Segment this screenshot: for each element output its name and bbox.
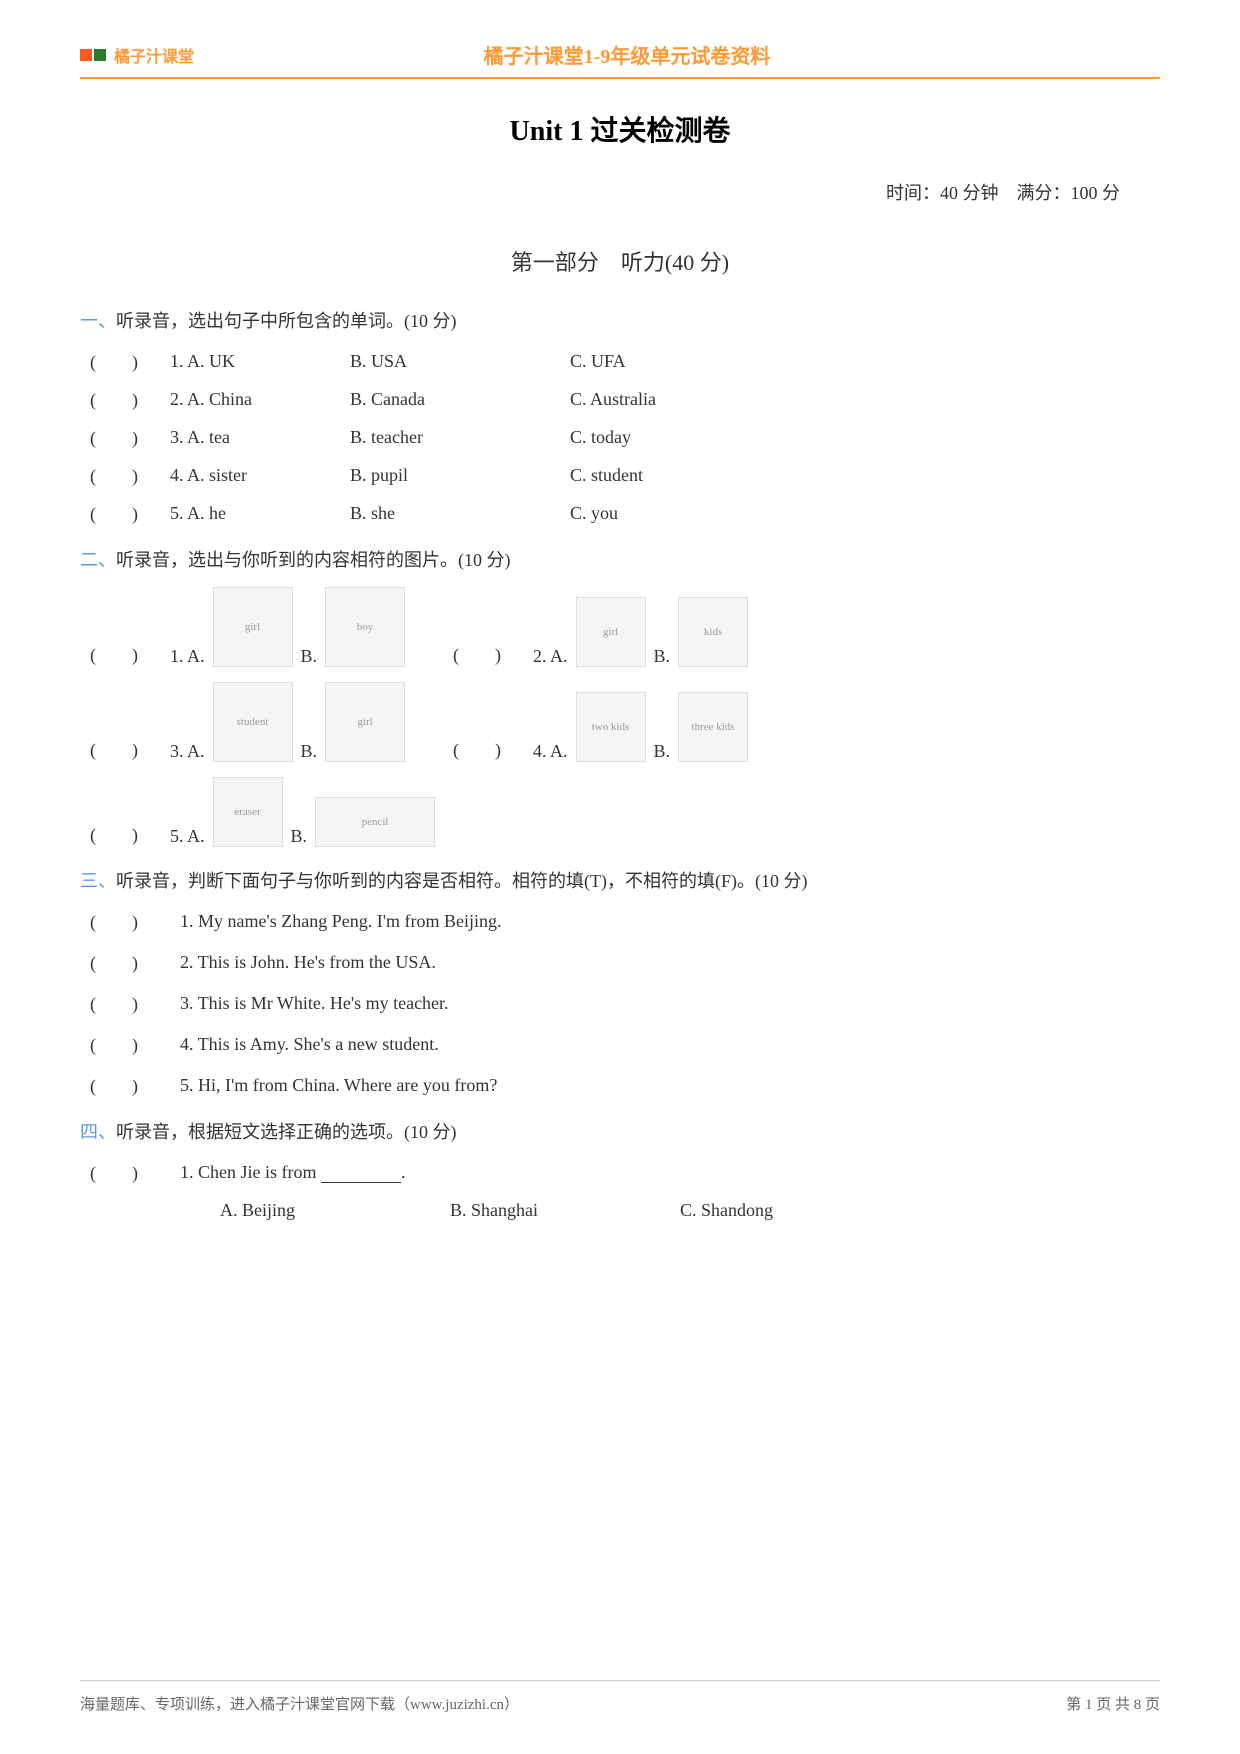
img-3a: student — [213, 682, 293, 762]
section3-header: 三、听录音，判断下面句子与你听到的内容是否相符。相符的填(T)，不相符的填(F)… — [80, 867, 1160, 893]
s4-q1-a: A. Beijing — [220, 1200, 450, 1221]
img-1b: boy — [325, 587, 405, 667]
logo-icon — [80, 49, 106, 61]
q1-a: 1. A. UK — [170, 351, 350, 372]
logo-text: 橘子汁课堂 — [114, 43, 194, 67]
header-title: 橘子汁课堂1-9年级单元试卷资料 — [194, 40, 1060, 69]
img-3b: girl — [325, 682, 405, 762]
s2-row2: ( ) 3. A. student B. girl ( ) 4. A. two … — [80, 682, 1160, 762]
s4-q1-b: B. Shanghai — [450, 1200, 680, 1221]
page-footer: 海量题库、专项训练，进入橘子汁课堂官网下载（www.juzizhi.cn） 第 … — [80, 1680, 1160, 1714]
s2-row1: ( ) 1. A. girl B. boy ( ) 2. A. girl B. … — [80, 587, 1160, 667]
section1-header: 一、一、听录音，选出句子中所包含的单词。(10 分)听录音，选出句子中所包含的单… — [80, 307, 1160, 333]
main-title: Unit 1 过关检测卷 — [80, 109, 1160, 149]
img-1a: girl — [213, 587, 293, 667]
q1-row: ( ) 1. A. UK B. USA C. UFA — [80, 348, 1160, 374]
s2-row3: ( ) 5. A. eraser B. pencil — [80, 777, 1160, 847]
paren: ( ) — [90, 348, 170, 374]
img-2a: girl — [576, 597, 646, 667]
section4-header: 四、听录音，根据短文选择正确的选项。(10 分) — [80, 1118, 1160, 1144]
s3-q3: ( ) 3. This is Mr White. He's my teacher… — [80, 990, 1160, 1016]
img-5a: eraser — [213, 777, 283, 847]
footer-right: 第 1 页 共 8 页 — [1066, 1693, 1160, 1714]
q5-row: ( ) 5. A. he B. she C. you — [80, 500, 1160, 526]
section1-items: ( ) 1. A. UK B. USA C. UFA ( ) 2. A. Chi… — [80, 348, 1160, 526]
s3-q5: ( ) 5. Hi, I'm from China. Where are you… — [80, 1072, 1160, 1098]
time-info: 时间：40 分钟 满分：100 分 — [80, 179, 1120, 205]
part-title: 第一部分 听力(40 分) — [80, 245, 1160, 277]
s4-q1: ( ) 1. Chen Jie is from . — [80, 1159, 1160, 1185]
logo-square-2 — [94, 49, 106, 61]
img-4b: three kids — [678, 692, 748, 762]
q3-row: ( ) 3. A. tea B. teacher C. today — [80, 424, 1160, 450]
q4-row: ( ) 4. A. sister B. pupil C. student — [80, 462, 1160, 488]
blank — [321, 1165, 401, 1183]
s3-q1: ( ) 1. My name's Zhang Peng. I'm from Be… — [80, 908, 1160, 934]
s4-q1-c: C. Shandong — [680, 1200, 910, 1221]
q2-row: ( ) 2. A. China B. Canada C. Australia — [80, 386, 1160, 412]
footer-left: 海量题库、专项训练，进入橘子汁课堂官网下载（www.juzizhi.cn） — [80, 1693, 519, 1714]
q1-c: C. UFA — [570, 351, 1160, 372]
logo-square-1 — [80, 49, 92, 61]
logo: 橘子汁课堂 — [80, 43, 194, 67]
img-5b: pencil — [315, 797, 435, 847]
section2-header: 二、听录音，选出与你听到的内容相符的图片。(10 分) — [80, 546, 1160, 572]
page-header: 橘子汁课堂 橘子汁课堂1-9年级单元试卷资料 — [80, 40, 1160, 79]
s3-q2: ( ) 2. This is John. He's from the USA. — [80, 949, 1160, 975]
img-4a: two kids — [576, 692, 646, 762]
s3-q4: ( ) 4. This is Amy. She's a new student. — [80, 1031, 1160, 1057]
img-2b: kids — [678, 597, 748, 667]
q1-b: B. USA — [350, 351, 570, 372]
s4-q1-opts: A. Beijing B. Shanghai C. Shandong — [80, 1200, 1160, 1221]
